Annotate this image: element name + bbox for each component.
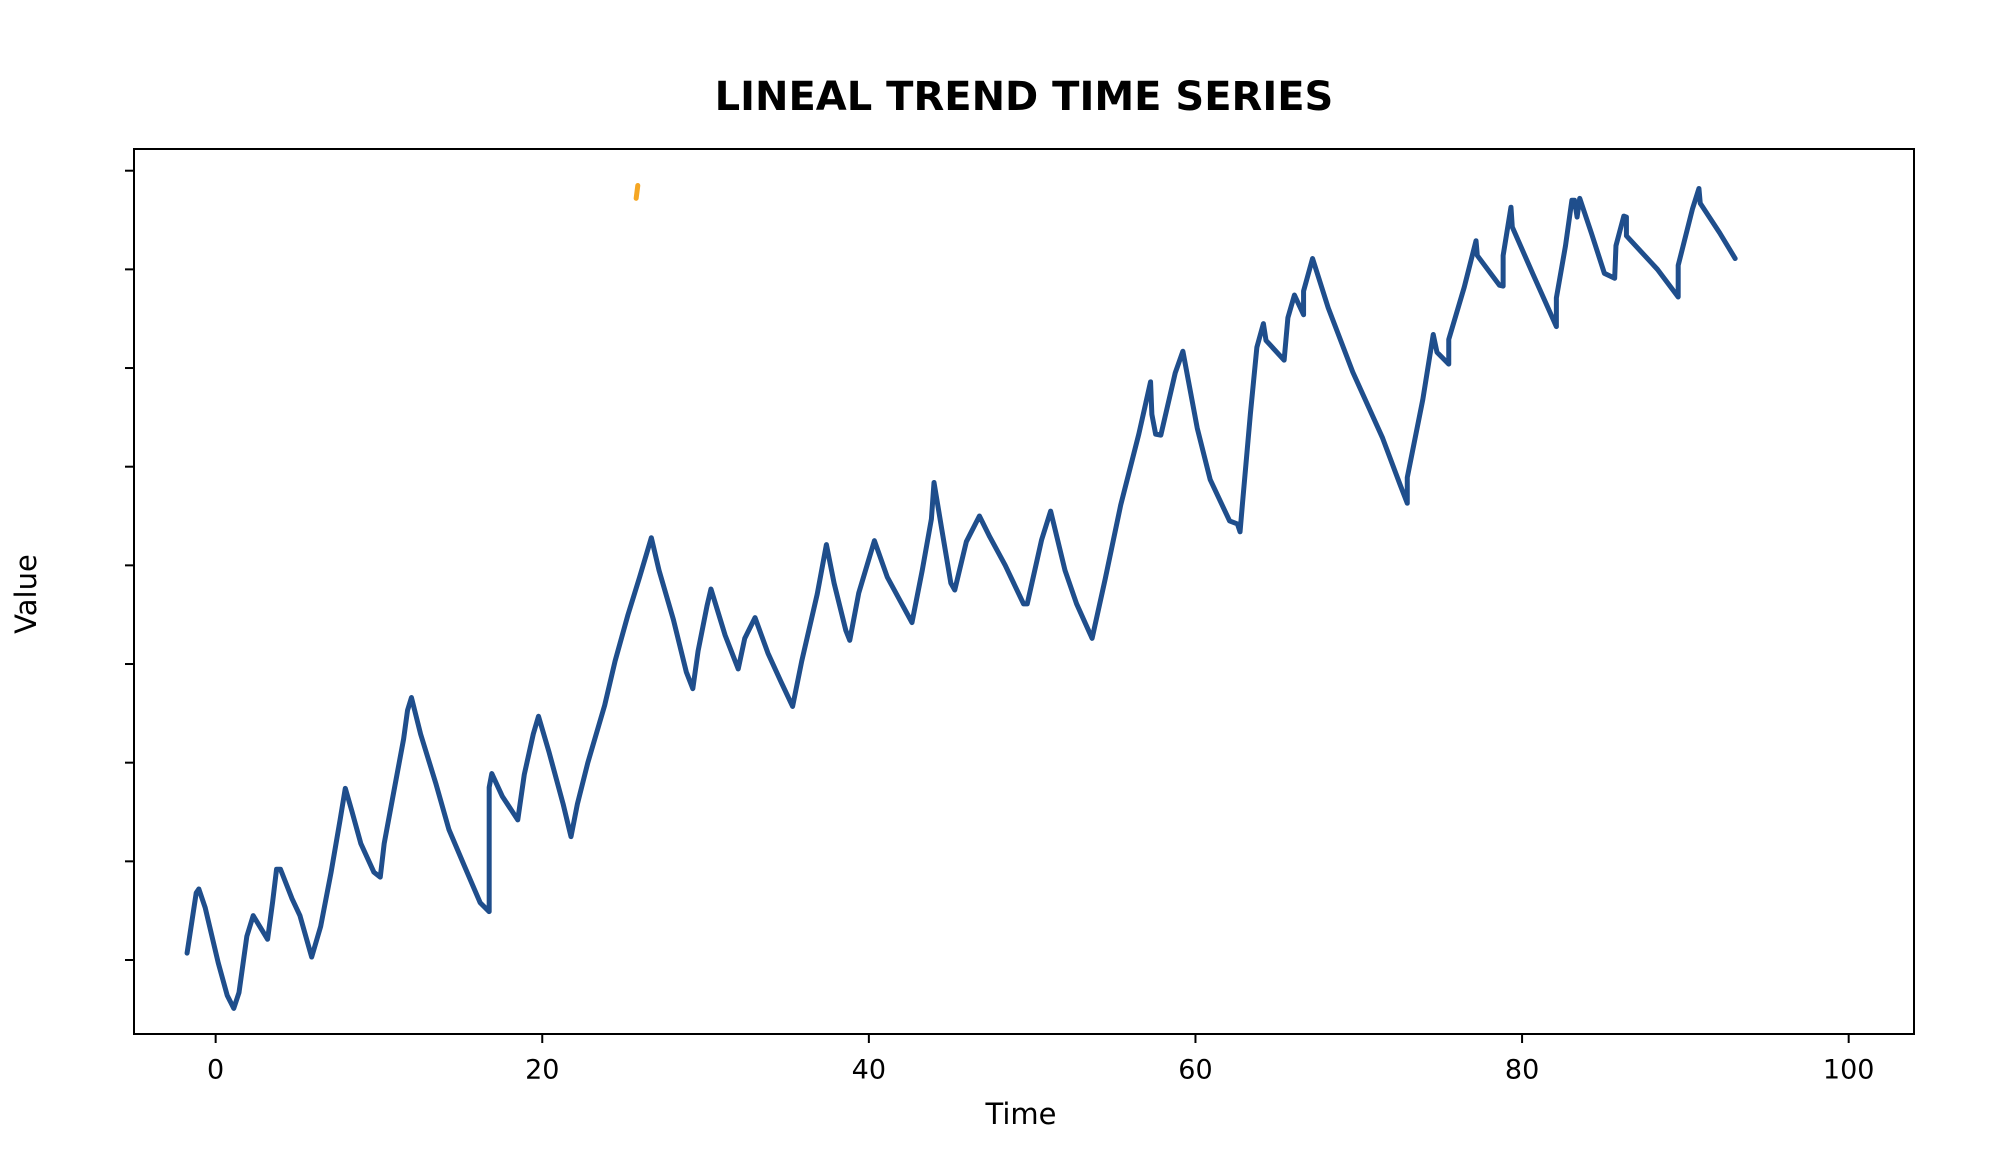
data-line — [184, 185, 1738, 1011]
x-tick-label: 40 — [852, 1055, 886, 1086]
x-tick-label: 80 — [1505, 1055, 1539, 1086]
x-tick-label: 60 — [1178, 1055, 1212, 1086]
data-line — [633, 183, 641, 201]
x-tick-label: 100 — [1823, 1055, 1875, 1086]
plot-frame — [133, 148, 1915, 1035]
x-tick-label: 20 — [525, 1055, 559, 1086]
y-axis-label: Value — [9, 554, 43, 634]
chart-title: LINEAL TREND TIME SERIES — [715, 74, 1334, 120]
x-tick-label: 0 — [207, 1055, 224, 1086]
x-axis-label: Time — [985, 1097, 1057, 1131]
